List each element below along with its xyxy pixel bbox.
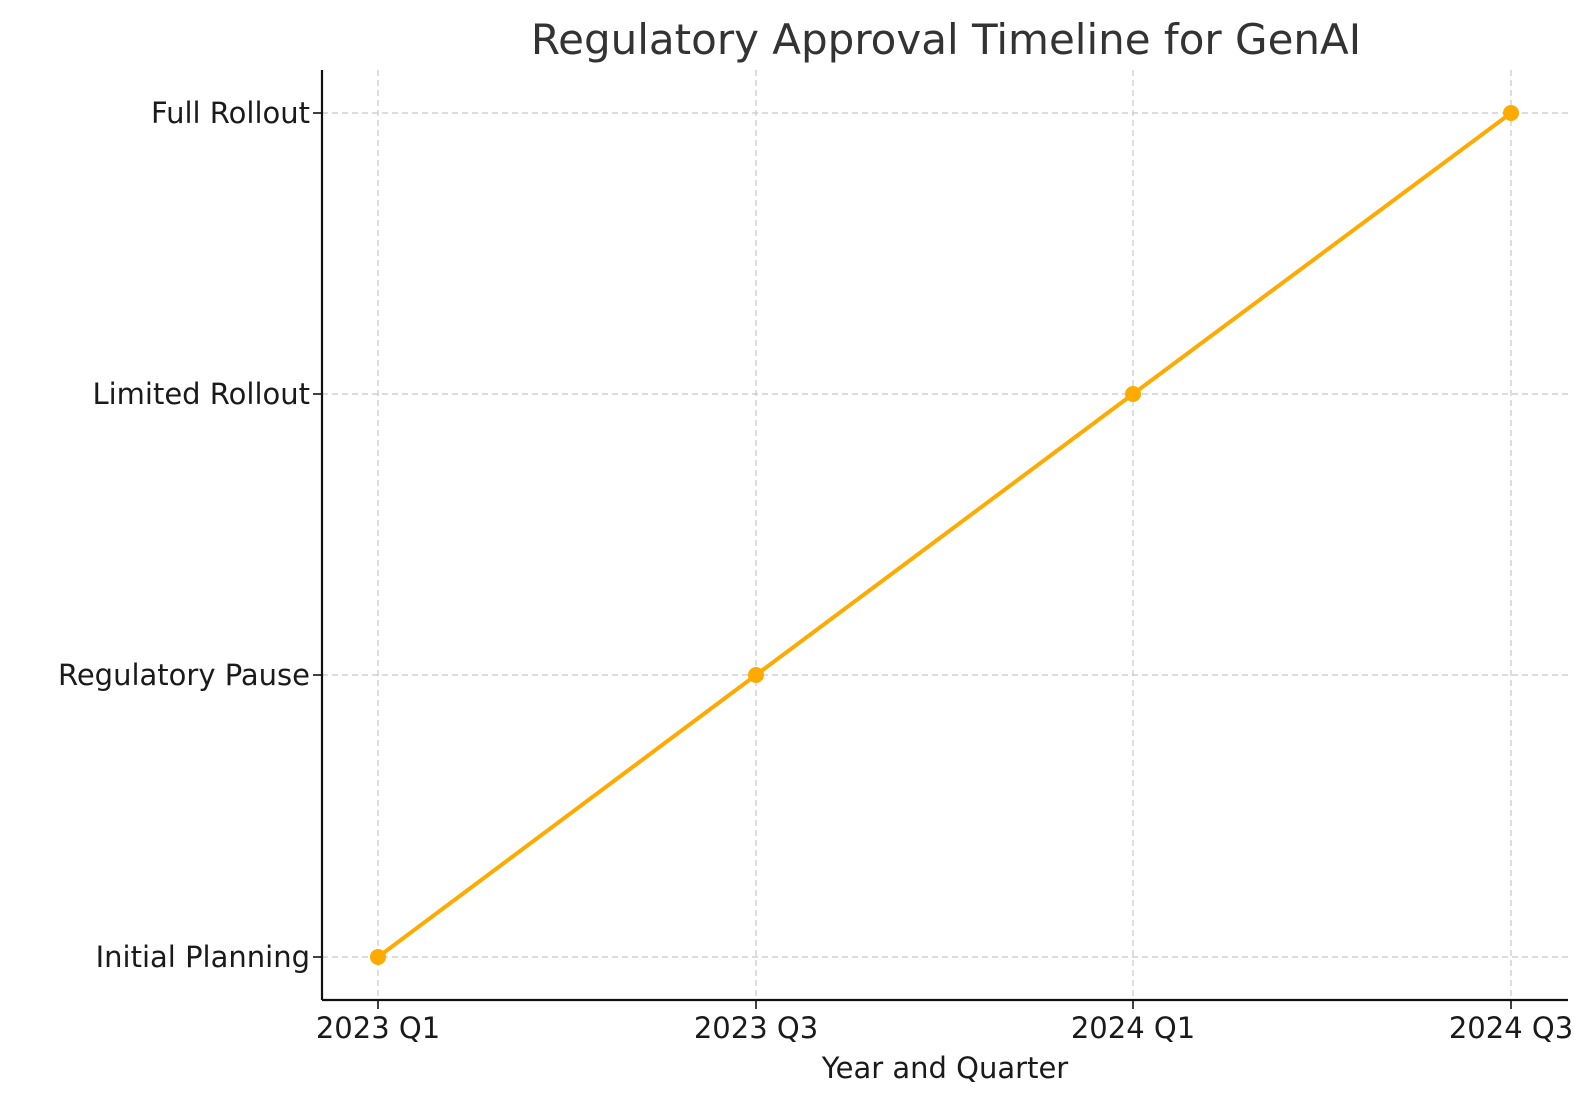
x-axis-label: Year and Quarter (821, 1051, 1069, 1085)
x-tick-label: 2024 Q3 (1449, 1011, 1573, 1045)
data-point (370, 949, 386, 965)
data-point (1503, 105, 1519, 121)
x-tick-label: 2023 Q1 (316, 1011, 440, 1045)
series-line (376, 111, 1513, 959)
x-tick-label: 2024 Q1 (1071, 1011, 1195, 1045)
grid-layer (322, 70, 1568, 1000)
chart-title: Regulatory Approval Timeline for GenAI (531, 15, 1361, 64)
x-tick-label: 2023 Q3 (694, 1011, 818, 1045)
data-point (1125, 386, 1141, 402)
series-layer (370, 105, 1519, 965)
y-tick-label: Full Rollout (151, 96, 310, 130)
y-tick-label: Initial Planning (96, 940, 310, 974)
tick-layer: 2023 Q1 2023 Q3 2024 Q1 2024 Q3 Initial Plan… (58, 96, 1573, 1045)
y-tick-label: Regulatory Pause (58, 658, 310, 692)
data-point (748, 667, 764, 683)
y-tick-label: Limited Rollout (92, 377, 310, 411)
